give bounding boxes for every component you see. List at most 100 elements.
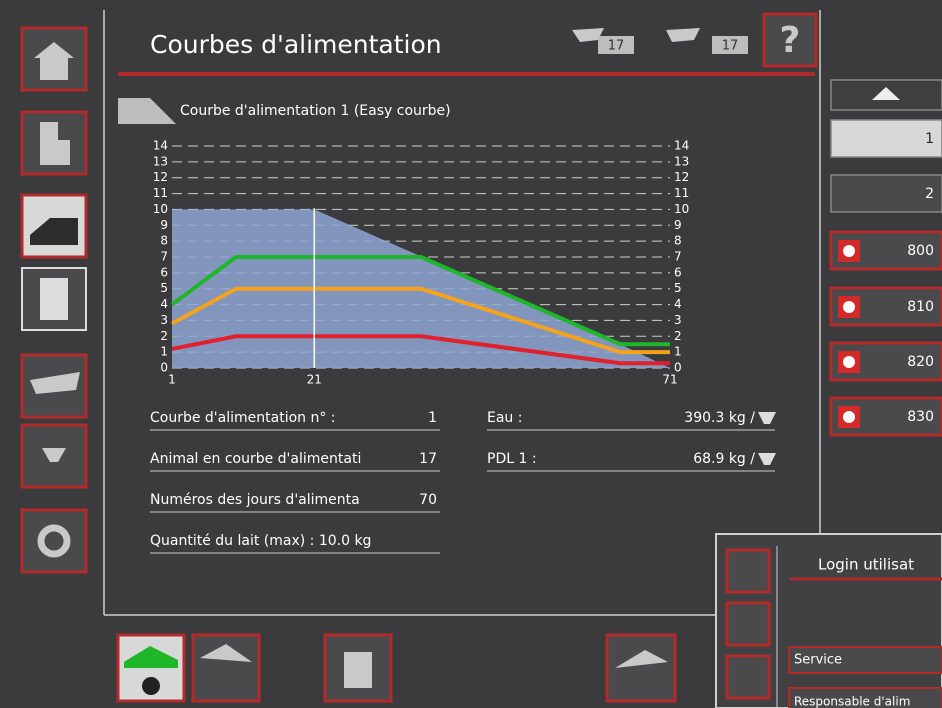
info-value: 70 (419, 492, 437, 508)
y-tick-label: 13 (153, 154, 168, 168)
y-tick-label: 8 (160, 234, 168, 248)
y-tick-label: 2 (160, 329, 168, 343)
feed-line (170, 255, 670, 347)
icon (40, 278, 68, 320)
y-tick-label: 7 (160, 250, 168, 264)
list-button-label: 1 (925, 131, 934, 147)
y2-tick-label: 10 (674, 202, 689, 216)
icon (124, 646, 178, 668)
y2-tick-label: 12 (674, 170, 689, 184)
y2-tick-label: 13 (674, 154, 689, 168)
cow-icon (758, 453, 776, 465)
y2-tick-label: 6 (674, 265, 682, 279)
field-label: Service (794, 653, 842, 668)
y-tick-label: 10 (153, 202, 168, 216)
y2-tick-label: 4 (674, 297, 682, 311)
y2-tick-label: 1 (674, 345, 682, 359)
icon (40, 122, 70, 165)
page-title: Courbes d'alimentation (150, 30, 442, 59)
icon (34, 42, 74, 80)
export-button[interactable] (605, 633, 677, 703)
group-icon-dot (843, 301, 855, 313)
help-label: ? (780, 20, 801, 61)
info-label: Animal en courbe d'alimentati (150, 451, 361, 467)
group-icon-dot (843, 356, 855, 368)
y2-tick-label: 14 (674, 139, 689, 153)
y2-tick-label: 11 (674, 186, 689, 200)
list-button-label: 800 (907, 243, 934, 259)
login-window: Login utilisat Service Responsable d'ali… (715, 533, 942, 708)
info-value: 68.9 kg / (693, 451, 755, 467)
info-label: Courbe d'alimentation n° : (150, 410, 336, 426)
y-tick-label: 6 (160, 265, 168, 279)
icon (200, 644, 252, 662)
icon (872, 87, 900, 100)
y2-tick-label: 7 (674, 250, 682, 264)
icon (572, 28, 604, 42)
icon (142, 677, 160, 695)
info: Courbe d'alimentation n° : 1 Animal en cou… (150, 410, 776, 554)
x-tick-label: 21 (307, 373, 322, 387)
chart-title: Courbe d'alimentation 1 (Easy courbe) (180, 103, 451, 119)
y2-tick-label: 2 (674, 329, 682, 343)
list-button-label: 2 (925, 186, 934, 202)
cow-icon (758, 412, 776, 424)
home-button[interactable] (725, 548, 771, 594)
sidebar (20, 26, 88, 574)
y-tick-label: 3 (160, 313, 168, 327)
y-tick-label: 0 (160, 361, 168, 375)
info-value: 390.3 kg / (684, 410, 755, 426)
icon (615, 650, 668, 668)
window-title: Login utilisat (818, 556, 914, 574)
x-tick-label: 71 (662, 373, 677, 387)
info-label: Numéros des jours d'alimenta (150, 492, 360, 508)
info-value: 17 (419, 451, 437, 467)
badge (598, 36, 634, 54)
y-tick-label: 5 (160, 281, 168, 295)
feed-line (171, 286, 670, 355)
y-tick-label: 9 (160, 218, 168, 232)
badge-label: 17 (608, 39, 625, 54)
group-icon-dot (843, 245, 855, 257)
feed-line (171, 334, 670, 366)
settings-button[interactable] (20, 508, 88, 574)
icon (37, 524, 71, 558)
list-button[interactable] (830, 174, 942, 213)
icon (30, 218, 78, 245)
y-tick-label: 11 (153, 186, 168, 200)
badge-label: 17 (722, 39, 739, 54)
group-icon-dot (843, 411, 855, 423)
responsable-field[interactable] (788, 687, 942, 708)
info-value: 1 (428, 410, 437, 426)
service-field[interactable] (788, 646, 942, 674)
list-button-label: 820 (907, 354, 934, 370)
icon (42, 448, 66, 462)
icon (344, 652, 372, 688)
info-label: PDL 1 : (487, 451, 537, 467)
y-tick-label: 12 (153, 170, 168, 184)
list-button[interactable] (830, 119, 942, 158)
info-label: Quantité du lait (max) : 10.0 kg (150, 533, 371, 549)
y-tick-label: 1 (160, 345, 168, 359)
y2-tick-label: 0 (674, 361, 682, 375)
y-tick-label: 14 (153, 139, 168, 153)
y-tick-label: 4 (160, 297, 168, 311)
y2-tick-label: 9 (674, 218, 682, 232)
curves-button[interactable] (725, 654, 771, 700)
list-button-label: 830 (907, 409, 934, 425)
y2-tick-label: 8 (674, 234, 682, 248)
x-tick-label: 1 (168, 373, 176, 387)
field-label: Responsable d'alim (794, 695, 910, 708)
list-button-label: 810 (907, 299, 934, 315)
help-button[interactable] (762, 12, 818, 68)
curve-icon (118, 98, 176, 124)
feeder-button[interactable] (725, 601, 771, 647)
y2-tick-label: 3 (674, 313, 682, 327)
icon (666, 28, 700, 42)
y2-tick-label: 5 (674, 281, 682, 295)
icon (30, 372, 80, 394)
badge (712, 36, 748, 54)
info-label: Eau : (487, 410, 522, 426)
